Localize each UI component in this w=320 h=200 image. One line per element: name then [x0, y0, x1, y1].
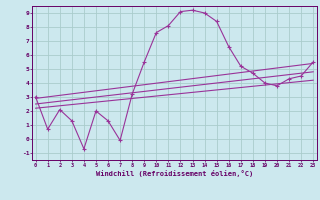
X-axis label: Windchill (Refroidissement éolien,°C): Windchill (Refroidissement éolien,°C) [96, 170, 253, 177]
